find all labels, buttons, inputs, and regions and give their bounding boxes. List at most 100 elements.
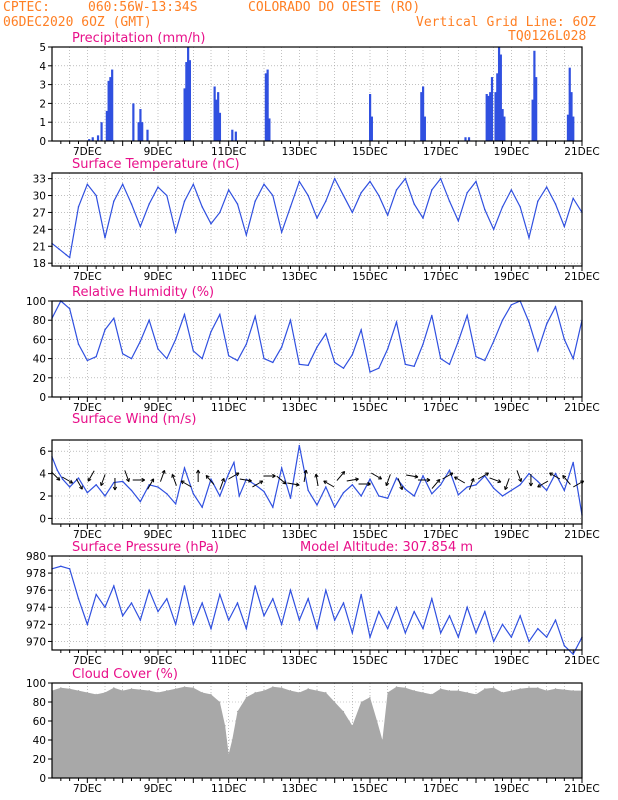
series-point [148, 589, 150, 591]
wind-vector [323, 480, 335, 488]
series-point [227, 189, 230, 191]
precip-bar [213, 86, 216, 141]
series-point [439, 177, 442, 180]
precip-bar [496, 73, 499, 141]
precip-bar [566, 114, 570, 141]
wind-vector-shaft [346, 478, 359, 482]
cloud-point [122, 690, 124, 692]
cloud-point [228, 753, 230, 755]
series-point [236, 203, 239, 205]
series-point [104, 237, 106, 239]
y-tick-label: 976 [26, 585, 46, 597]
wind-vector-shaft [100, 474, 106, 486]
series-point [166, 194, 168, 197]
x-tick-label: 7DEC [73, 271, 102, 283]
series-point [104, 329, 106, 331]
wind-vector-head [221, 477, 225, 482]
series-point [113, 585, 115, 587]
series-point [254, 200, 256, 202]
series-point [174, 338, 177, 341]
series-point [351, 354, 354, 356]
precip-bar [497, 47, 501, 141]
panel-title: Cloud Cover (%) [72, 667, 178, 682]
series-point [431, 314, 433, 317]
wind-vector [87, 470, 95, 482]
wind-vector [61, 476, 74, 484]
cloud-point [86, 691, 88, 694]
series-point [183, 585, 186, 587]
series-point [333, 619, 336, 621]
series-point [563, 225, 566, 228]
series-point [192, 623, 195, 626]
x-tick-label: 21DEC [564, 402, 599, 414]
precip-bar [487, 95, 490, 141]
precip-bar [137, 122, 140, 141]
cloud-point [493, 687, 495, 689]
series-point [272, 598, 274, 600]
series-point [68, 307, 71, 310]
series-point [307, 364, 309, 367]
precip-bar [188, 60, 191, 141]
cloud-point [475, 693, 477, 696]
cloud-point [272, 686, 274, 688]
wind-vector-head [87, 477, 92, 482]
wind-vector [159, 469, 166, 482]
cloud-point [219, 701, 221, 703]
x-tick-label: 11DEC [211, 655, 246, 667]
precip-bar [489, 92, 492, 141]
cloud-point [572, 690, 574, 692]
wind-vector-shaft [287, 482, 300, 486]
series-point [289, 497, 292, 499]
series-point [139, 225, 142, 228]
series-point [263, 357, 265, 360]
series-point [484, 208, 486, 211]
wind-vector-head [235, 472, 240, 477]
cloud-point [528, 687, 530, 689]
x-tick-label: 13DEC [282, 655, 317, 667]
wind-vector [417, 477, 431, 483]
series-point [369, 478, 371, 480]
wind-vector [196, 469, 201, 482]
cloud-point [413, 690, 415, 692]
cloud-point [201, 691, 203, 694]
series-point [245, 627, 248, 630]
series-point [77, 598, 80, 600]
series-point [227, 472, 230, 475]
series-point [342, 602, 345, 604]
precip-bar [467, 137, 471, 141]
series-point [439, 357, 442, 360]
precip-bar [100, 122, 103, 141]
series-point [104, 495, 106, 497]
series-point [130, 602, 133, 604]
series-point [219, 593, 221, 596]
header-code: TQ0126L028 [508, 29, 587, 44]
series-point [130, 203, 133, 205]
series-point [360, 593, 362, 596]
wind-vector-shaft [87, 470, 95, 482]
wind-vector-shaft [562, 475, 571, 485]
wind-vector-head [295, 482, 300, 487]
cloud-point [484, 688, 486, 690]
precip-bar [490, 77, 494, 141]
series-point [65, 254, 67, 256]
series-point [510, 636, 513, 638]
series-point [545, 186, 548, 188]
wind-vector-head [69, 479, 74, 484]
series-point [537, 627, 539, 630]
precip-bar [139, 109, 142, 141]
series-point [174, 231, 177, 233]
series-point [510, 189, 513, 191]
y-tick-label: 978 [26, 568, 46, 580]
wind-vector-shaft [549, 472, 561, 480]
wind-vector-head [314, 473, 319, 478]
series-point [219, 313, 221, 316]
series-point [537, 480, 539, 483]
precip-bar [146, 129, 149, 141]
x-tick-label: 13DEC [282, 146, 317, 158]
series-point [492, 487, 495, 489]
precip-bar [88, 139, 91, 141]
wind-vector-head [150, 478, 155, 483]
precip-bar [96, 135, 100, 141]
series-point [386, 348, 389, 350]
wind-vector-shaft [323, 480, 335, 488]
